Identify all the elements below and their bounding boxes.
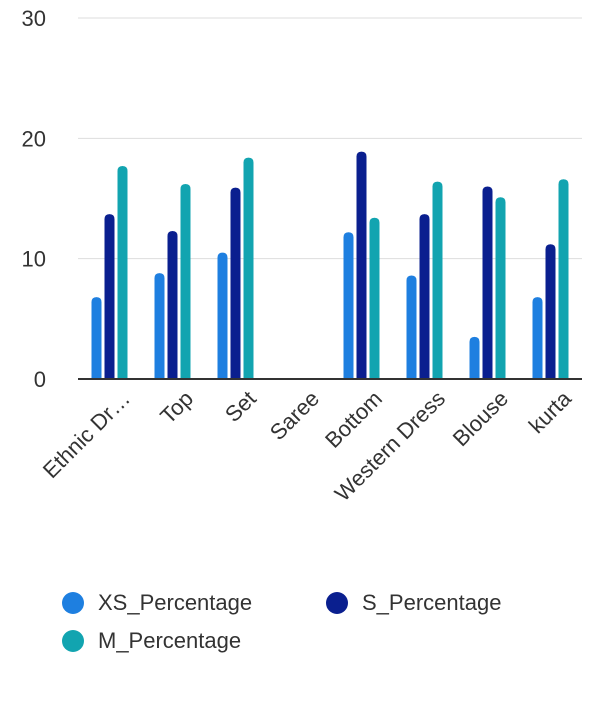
bar-M_Percentage-4[interactable] [369, 217, 380, 379]
legend-item-m[interactable]: M_Percentage [62, 628, 241, 654]
y-tick-label: 20 [22, 126, 46, 151]
bar-S_Percentage-5[interactable] [419, 214, 430, 379]
x-category-label: kurta [524, 385, 577, 438]
bar-S_Percentage-7[interactable] [545, 244, 556, 379]
legend-dot-xs [62, 592, 84, 614]
bar-XS_Percentage-5[interactable] [406, 275, 417, 379]
legend-label-m: M_Percentage [98, 628, 242, 653]
bar-S_Percentage-1[interactable] [167, 230, 178, 379]
x-category-label: Top [155, 386, 198, 429]
bar-M_Percentage-2[interactable] [243, 157, 254, 379]
bar-M_Percentage-1[interactable] [180, 184, 191, 379]
bar-S_Percentage-4[interactable] [356, 151, 367, 379]
x-category-label: Saree [265, 386, 324, 445]
legend-item-xs[interactable]: XS_Percentage [62, 590, 252, 616]
legend-dot-s [326, 592, 348, 614]
bar-M_Percentage-5[interactable] [432, 181, 443, 379]
bar-S_Percentage-6[interactable] [482, 186, 493, 379]
x-category-label: Ethnic Dr… [38, 386, 135, 483]
bar-XS_Percentage-6[interactable] [469, 336, 480, 379]
legend-label-s: S_Percentage [362, 590, 502, 615]
y-axis-ticks: 0 10 20 30 [22, 6, 46, 392]
bar-XS_Percentage-2[interactable] [217, 252, 228, 379]
bar-XS_Percentage-7[interactable] [532, 297, 543, 379]
legend-dot-m [62, 630, 84, 652]
gridlines [78, 17, 582, 260]
bar-XS_Percentage-0[interactable] [91, 297, 102, 379]
y-tick-label: 10 [22, 247, 46, 272]
bar-S_Percentage-2[interactable] [230, 187, 241, 379]
legend-label-xs: XS_Percentage [98, 590, 253, 615]
bars [91, 151, 569, 379]
x-category-label: Blouse [448, 386, 513, 451]
bar-M_Percentage-6[interactable] [495, 197, 506, 379]
bar-S_Percentage-0[interactable] [104, 214, 115, 379]
bar-XS_Percentage-1[interactable] [154, 273, 165, 379]
y-tick-label: 0 [34, 367, 46, 392]
bar-M_Percentage-0[interactable] [117, 166, 128, 379]
bar-M_Percentage-7[interactable] [558, 179, 569, 379]
y-tick-label: 30 [22, 6, 46, 31]
legend-item-s[interactable]: S_Percentage [326, 590, 501, 616]
x-category-label: Western Dress [330, 386, 450, 506]
bar-XS_Percentage-4[interactable] [343, 232, 354, 379]
x-category-label: Set [220, 386, 261, 427]
